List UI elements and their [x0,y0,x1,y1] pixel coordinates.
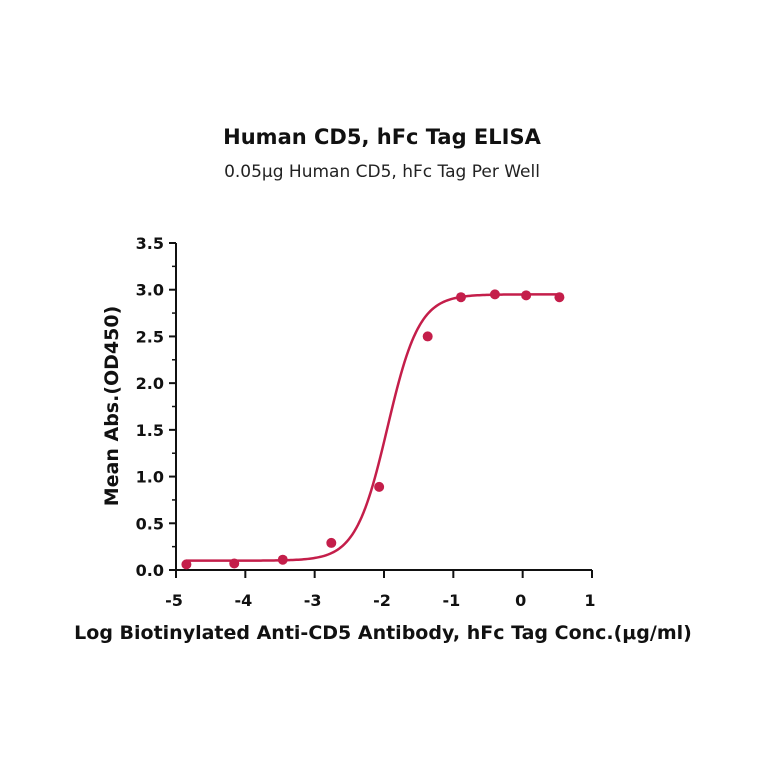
data-point [181,559,192,570]
x-axis-label: Log Biotinylated Anti-CD5 Antibody, hFc … [74,622,692,644]
x-tick-label: -3 [304,591,322,610]
chart-title: Human CD5, hFc Tag ELISA [223,125,541,149]
data-point [326,537,337,548]
y-tick-label: 1.5 [136,421,164,440]
data-point [521,290,532,301]
x-tick-label: -2 [373,591,391,610]
x-tick-label: -1 [442,591,460,610]
y-tick-label: 3.5 [136,234,164,253]
fit-curve-line [186,293,560,562]
y-tick-label: 2.0 [136,374,164,393]
y-tick-label: 0.0 [136,561,164,580]
fit-curve [186,293,560,562]
data-point [374,481,385,492]
data-point [455,292,466,303]
data-point [229,558,240,569]
y-tick-label: 0.5 [136,514,164,533]
y-axis-label: Mean Abs.(OD450) [101,306,123,507]
x-tick-label: 0 [515,591,526,610]
data-point [277,554,288,565]
data-point [489,289,500,300]
data-point [422,331,433,342]
y-tick-label: 2.5 [136,327,164,346]
x-tick-label: -4 [234,591,252,610]
chart-subtitle: 0.05μg Human CD5, hFc Tag Per Well [224,162,540,182]
data-points [181,289,565,570]
x-tick-label: -5 [165,591,183,610]
y-tick-label: 3.0 [136,281,164,300]
data-point [554,292,565,303]
y-tick-label: 1.0 [136,468,164,487]
x-tick-label: 1 [584,591,595,610]
axes: 0.0 0.5 1.0 1.5 2.0 2.5 3.0 3.5 -5 -4 -3 -2 -1 0 1 [136,234,596,610]
